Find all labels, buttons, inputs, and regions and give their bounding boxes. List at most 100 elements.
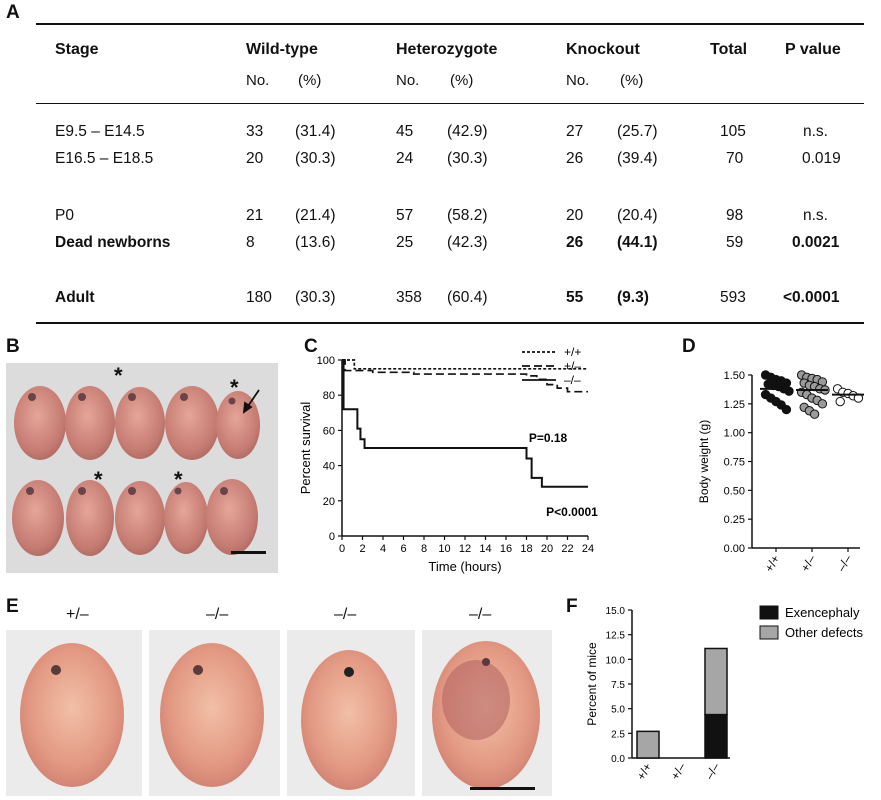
x-tick-label: –/– xyxy=(834,552,855,574)
asterisk-marker: * xyxy=(230,375,239,400)
table-cell-stage: Dead newborns xyxy=(55,234,171,251)
header-wildtype: Wild-type xyxy=(246,41,318,58)
arrow-indicator xyxy=(242,389,260,414)
y-axis-label: Percent survival xyxy=(298,402,313,495)
data-point xyxy=(781,404,792,415)
embryo-het xyxy=(20,643,124,787)
table-cell-wt_pct: (30.3) xyxy=(295,289,336,306)
table-cell-het_no: 45 xyxy=(396,123,414,140)
x-tick-label: 18 xyxy=(520,543,532,555)
y-tick-label: 12.5 xyxy=(606,631,626,642)
header-knockout: Knockout xyxy=(566,41,640,58)
panel-label-f: F xyxy=(566,596,578,617)
newborn-litter-image xyxy=(6,363,278,573)
table-cell-stage: E9.5 – E14.5 xyxy=(55,123,145,140)
legend-swatch xyxy=(759,605,779,620)
pup-eyes xyxy=(26,393,236,495)
y-tick-label: 7.5 xyxy=(611,680,625,691)
legend-swatch xyxy=(759,625,779,640)
legend-label: –/– xyxy=(564,373,581,387)
asterisk-marker: * xyxy=(174,467,183,492)
table-cell-ko_pct: (25.7) xyxy=(617,123,658,140)
x-tick-label: 4 xyxy=(380,543,386,555)
table-cell-stage: E16.5 – E18.5 xyxy=(55,150,154,167)
genotype-label-1: +/– xyxy=(66,606,89,623)
table-top-rule xyxy=(36,23,864,25)
y-tick-label: 0.00 xyxy=(724,543,745,555)
x-tick-label: +/+ xyxy=(762,553,783,575)
panel-label-b: B xyxy=(6,336,20,357)
p-value-annotation: P<0.0001 xyxy=(546,505,598,519)
x-tick-label: 0 xyxy=(339,543,345,555)
bar-segment-other-defects xyxy=(636,730,660,759)
legend-label: +/– xyxy=(564,359,581,373)
table-cell-ko_no: 26 xyxy=(566,150,584,167)
y-tick-label: 0.0 xyxy=(611,754,625,765)
y-tick-label: 15.0 xyxy=(606,606,626,617)
subheader-pct: (%) xyxy=(450,72,474,89)
y-tick-label: 60 xyxy=(323,425,335,437)
genotype-label-4: –/– xyxy=(469,606,492,623)
table-cell-wt_pct: (30.3) xyxy=(295,150,336,167)
x-tick-label: +/– xyxy=(798,552,819,574)
survival-curve-0 xyxy=(342,359,588,370)
subheader-no: No. xyxy=(566,72,590,89)
table-cell-ko_no: 20 xyxy=(566,207,584,224)
header-heterozygote: Heterozygote xyxy=(396,41,498,58)
panel-label-c: C xyxy=(304,336,318,357)
y-tick-label: 0.50 xyxy=(724,485,745,497)
table-cell-ko_no: 55 xyxy=(566,289,584,306)
table-cell-p: n.s. xyxy=(803,207,828,224)
newborn-litter-photo: * * * * xyxy=(6,363,278,573)
y-tick-label: 1.50 xyxy=(724,370,745,382)
table-cell-wt_pct: (31.4) xyxy=(295,123,336,140)
x-tick-label: 24 xyxy=(582,543,594,555)
subheader-pct: (%) xyxy=(298,72,322,89)
x-tick-label: 16 xyxy=(500,543,512,555)
table-cell-ko_pct: (44.1) xyxy=(617,234,658,251)
table-cell-total: 98 xyxy=(726,207,744,224)
table-cell-total: 59 xyxy=(726,234,744,251)
x-tick-label: 8 xyxy=(421,543,427,555)
x-tick-label: +/– xyxy=(668,760,689,782)
table-cell-het_pct: (30.3) xyxy=(447,150,488,167)
data-point xyxy=(817,399,828,409)
table-cell-wt_no: 21 xyxy=(246,207,264,224)
x-tick-label: 22 xyxy=(561,543,573,555)
y-tick-label: 5.0 xyxy=(611,705,625,716)
panel-label-a: A xyxy=(6,2,20,23)
table-cell-ko_pct: (39.4) xyxy=(617,150,658,167)
legend-label: +/+ xyxy=(564,345,581,359)
x-tick-label: 6 xyxy=(400,543,406,555)
x-tick-label: 10 xyxy=(438,543,450,555)
header-pvalue: P value xyxy=(785,41,841,58)
embryo-ko-3 xyxy=(432,641,540,789)
table-cell-p: <0.0001 xyxy=(783,289,840,306)
table-cell-stage: P0 xyxy=(55,207,74,224)
embryo-photos xyxy=(6,630,552,796)
survival-curve-2 xyxy=(342,359,588,488)
y-tick-label: 10.0 xyxy=(606,655,626,666)
table-cell-ko_no: 26 xyxy=(566,234,584,251)
table-cell-total: 593 xyxy=(720,289,746,306)
x-tick-label: 12 xyxy=(459,543,471,555)
y-tick-label: 0 xyxy=(329,531,335,543)
asterisk-marker: * xyxy=(114,363,123,388)
genotype-label-3: –/– xyxy=(334,606,357,623)
table-cell-p: n.s. xyxy=(803,123,828,140)
pup-row-bottom xyxy=(12,479,258,556)
table-cell-wt_pct: (21.4) xyxy=(295,207,336,224)
defects-chart: 0.0 2.5 5.0 7.5 10.0 12.5 15.0 Percent of mice +… xyxy=(585,605,864,783)
x-tick-label: 14 xyxy=(479,543,491,555)
y-axis-label: Percent of mice xyxy=(585,642,599,726)
table-cell-het_pct: (42.3) xyxy=(447,234,488,251)
embryo-ko-1 xyxy=(160,643,264,787)
panel-label-e: E xyxy=(6,596,19,617)
subheader-no: No. xyxy=(246,72,270,89)
scale-bar xyxy=(470,787,535,790)
table-cell-ko_pct: (20.4) xyxy=(617,207,658,224)
survival-curve-1 xyxy=(342,359,588,393)
legend-label: Other defects xyxy=(785,625,864,640)
data-point xyxy=(835,396,845,407)
